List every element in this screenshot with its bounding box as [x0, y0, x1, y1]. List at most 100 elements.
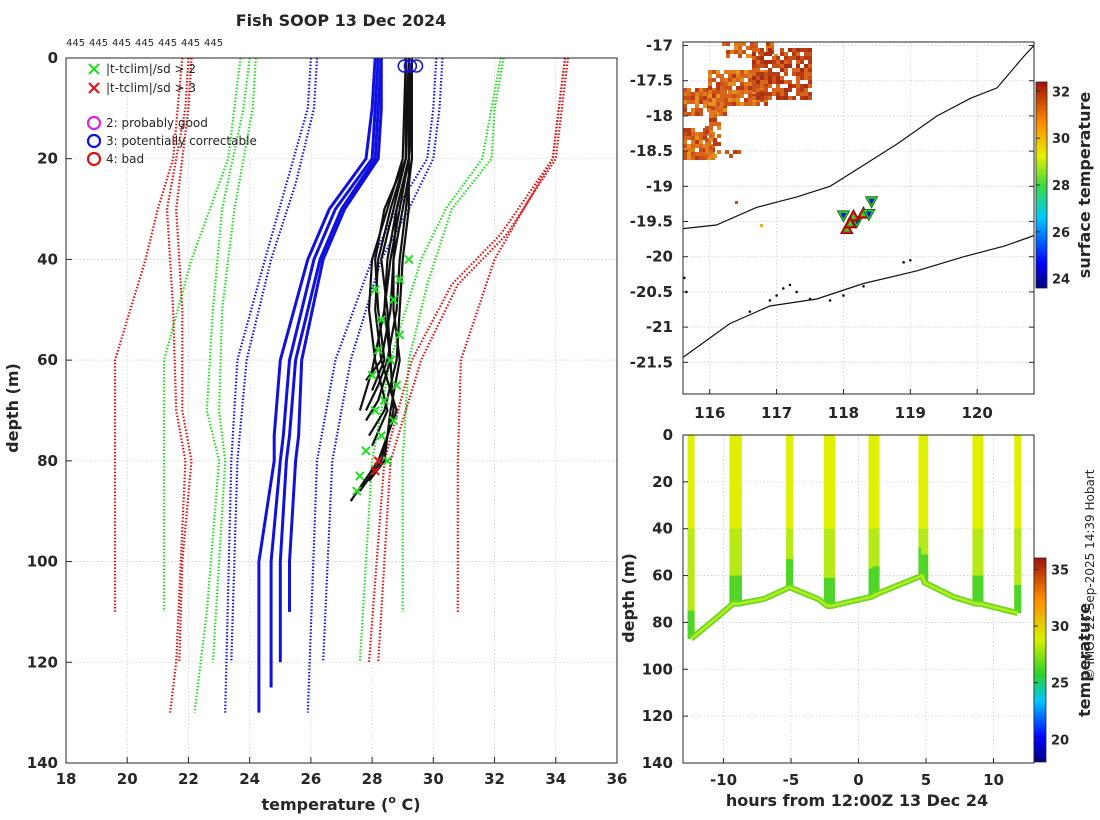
cast-strip	[786, 435, 794, 588]
sst-pixel	[766, 42, 770, 46]
count-label: 445	[158, 38, 177, 49]
sst-pixel	[732, 94, 736, 98]
x-tick-label: 28	[362, 770, 383, 788]
flag-2sd-marker	[370, 284, 380, 295]
cast-strip	[976, 435, 984, 604]
mean-profile-line	[269, 58, 380, 688]
sst-pixel	[713, 142, 717, 146]
imos-credit: © IMOS 22-Sep-2025 14:39 Hobart	[1083, 469, 1097, 680]
sst-pixel	[804, 92, 808, 96]
section-y-tick-label: 80	[652, 613, 673, 631]
sst-pixel	[752, 88, 756, 92]
sst-pixel	[760, 224, 763, 227]
sst-pixel	[744, 102, 748, 106]
sst-pixel	[740, 86, 744, 90]
sst-pixel	[716, 90, 720, 94]
section-colorbar-label: temperature	[1075, 603, 1094, 717]
sst-pixel	[736, 94, 740, 98]
sst-pixel	[705, 138, 709, 142]
sst-pixel	[768, 80, 772, 84]
x-tick-label: 32	[484, 770, 505, 788]
map-y-tick-label: -20	[646, 248, 673, 266]
island-dot	[788, 283, 792, 287]
sst-pixel	[784, 56, 788, 60]
sst-pixel	[756, 68, 760, 72]
sst-pixel	[788, 56, 792, 60]
sst-pixel	[780, 92, 784, 96]
sst-pixel	[800, 96, 804, 100]
sst-pixel	[716, 86, 720, 90]
x-tick-label: 22	[178, 770, 199, 788]
sst-pixel	[752, 72, 756, 76]
section-y-tick-label: 100	[642, 660, 673, 678]
island-dot	[808, 297, 812, 301]
flag-2sd-marker	[385, 355, 396, 365]
sst-pixel	[712, 94, 716, 98]
sst-pixel	[709, 130, 713, 134]
sst-pixel	[687, 144, 691, 148]
flag-2sd-marker	[388, 295, 399, 305]
xlabel-degree: o	[388, 793, 396, 806]
sst-pixel	[730, 50, 734, 54]
sst-pixel	[687, 92, 691, 96]
sst-pixel	[703, 96, 707, 100]
sst-pixel	[800, 68, 804, 72]
sst-pixel	[722, 42, 726, 46]
sst-pixel	[764, 64, 768, 68]
map-cb-tick-label: 28	[1052, 179, 1070, 194]
sst-pixel	[784, 80, 788, 84]
sst-pixel	[708, 94, 712, 98]
map-y-tick-label: -19.5	[630, 213, 673, 231]
sst-pixel	[724, 102, 728, 106]
sst-pixel	[780, 96, 784, 100]
sst-pixel	[683, 148, 687, 152]
map-y-tick-label: -21	[646, 318, 673, 336]
sst-pixel	[699, 100, 703, 104]
sst-pixel	[772, 80, 776, 84]
sst-pixel	[796, 48, 800, 52]
sst-pixel	[709, 138, 713, 142]
sst-pixel	[683, 156, 687, 160]
section-ylabel: depth (m)	[619, 553, 638, 643]
sst-pixel	[691, 108, 695, 112]
island-dot	[781, 287, 785, 290]
sst-pixel	[691, 144, 695, 148]
sst-pixel	[744, 98, 748, 102]
sst-pixel	[724, 86, 728, 90]
sst-pixel	[724, 78, 728, 82]
section-cb-tick-label: 35	[1051, 563, 1069, 578]
sst-pixel	[756, 60, 760, 64]
sst-pixel	[708, 102, 712, 106]
sst-pixel	[800, 48, 804, 52]
count-label: 445	[204, 38, 223, 49]
sst-pixel	[683, 96, 687, 100]
y-tick-label: 60	[37, 351, 58, 369]
sst-pixel	[687, 152, 691, 156]
sst-pixel	[756, 76, 760, 80]
sst-pixel	[735, 201, 738, 204]
map-cb-tick-label: 30	[1052, 132, 1070, 147]
sst-pixel	[768, 48, 772, 52]
sst-pixel	[768, 52, 772, 56]
map-colorbar-label: surface temperature	[1075, 92, 1094, 279]
sst-pixel	[760, 48, 764, 52]
sst-pixel	[752, 76, 756, 80]
sst-pixel	[748, 98, 752, 102]
sst-pixel	[695, 132, 699, 136]
sst-pixel	[726, 50, 730, 54]
sst-pixel	[705, 126, 709, 130]
legend-circle-marker	[86, 133, 102, 149]
sst-pixel	[728, 78, 732, 82]
sst-pixel	[780, 48, 784, 52]
sst-pixel	[764, 60, 768, 64]
station-marker	[864, 196, 879, 209]
envelope-line	[162, 58, 242, 612]
sst-pixel	[752, 52, 756, 56]
flag-2sd-marker	[404, 254, 414, 265]
sst-pixel	[728, 82, 732, 86]
flag-2sd-marker	[394, 330, 405, 340]
map-x-tick-label: 118	[828, 404, 859, 422]
sst-pixel	[717, 122, 721, 126]
